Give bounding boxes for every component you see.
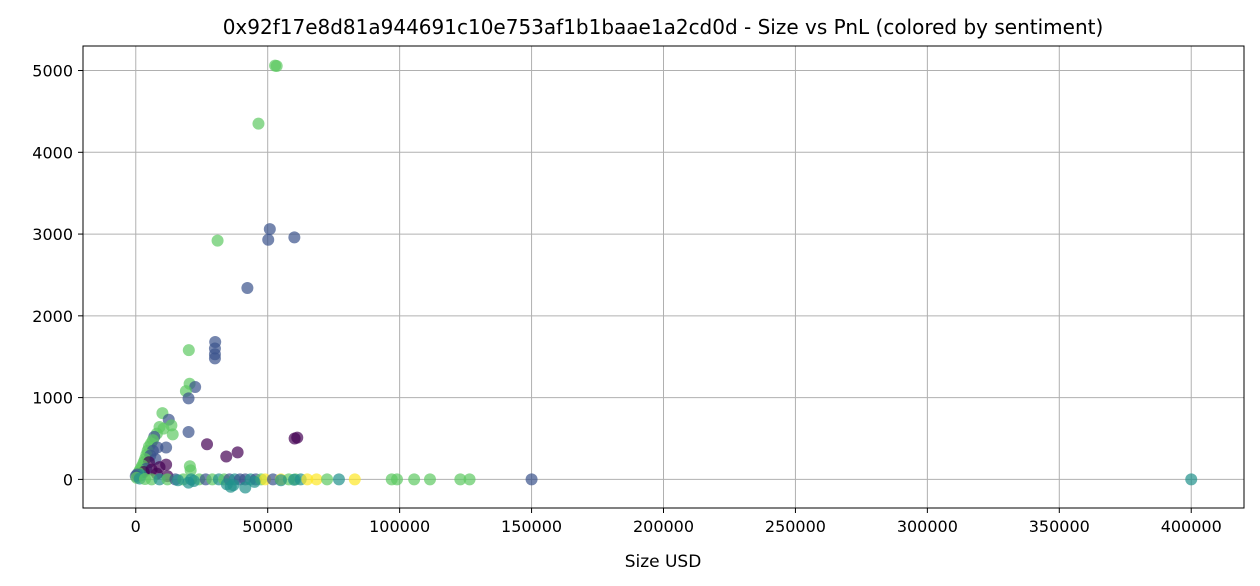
scatter-point	[231, 446, 244, 459]
scatter-point	[321, 473, 334, 486]
scatter-point	[1185, 473, 1198, 486]
scatter-point	[241, 282, 254, 295]
scatter-point	[220, 450, 233, 463]
scatter-point	[171, 474, 184, 487]
scatter-point	[189, 380, 202, 393]
scatter-point	[211, 234, 224, 247]
scatter-point	[348, 473, 361, 486]
chart-title: 0x92f17e8d81a944691c10e753af1b1baae1a2cd…	[223, 15, 1104, 39]
x-tick-label: 50000	[242, 517, 293, 536]
x-tick-label: 400000	[1161, 517, 1222, 536]
grid	[83, 46, 1244, 508]
scatter-point	[252, 117, 265, 130]
y-tick-label: 5000	[32, 62, 73, 81]
scatter-point	[182, 344, 195, 357]
scatter-point	[408, 473, 421, 486]
x-tick-label: 100000	[369, 517, 430, 536]
scatter-point	[332, 473, 345, 486]
scatter-point	[423, 473, 436, 486]
scatter-point	[182, 392, 195, 405]
scatter-point	[390, 473, 403, 486]
y-tick-label: 2000	[32, 307, 73, 326]
y-tick-label: 0	[63, 470, 73, 489]
scatter-point	[270, 60, 283, 73]
scatter-point	[454, 473, 467, 486]
scatter-point	[208, 352, 221, 365]
x-tick-label: 150000	[501, 517, 562, 536]
axis-ticks: 0 50000 100000 150000 200000 250000 300000 3500…	[32, 62, 1221, 536]
scatter-point	[182, 425, 195, 438]
scatter-point	[310, 473, 323, 486]
scatter-point	[184, 464, 197, 477]
scatter-point	[160, 441, 173, 454]
scatter-point	[166, 428, 179, 441]
y-tick-label: 1000	[32, 389, 73, 408]
scatter-point	[263, 223, 276, 236]
scatter-point	[201, 438, 214, 451]
scatter-point	[463, 473, 476, 486]
x-tick-label: 250000	[765, 517, 826, 536]
scatter-point	[262, 233, 275, 246]
scatter-point	[248, 475, 261, 488]
scatter-point	[525, 473, 538, 486]
scatter-point	[187, 475, 200, 488]
scatter-point	[301, 473, 314, 486]
scatter-point	[274, 474, 287, 487]
x-tick-label: 300000	[897, 517, 958, 536]
scatter-point	[239, 481, 252, 494]
x-tick-label: 0	[131, 517, 141, 536]
scatter-point	[227, 479, 240, 492]
scatter-point	[288, 473, 301, 486]
y-tick-label: 3000	[32, 225, 73, 244]
x-tick-label: 350000	[1029, 517, 1090, 536]
scatter-point	[291, 431, 304, 444]
scatter-points	[129, 59, 1198, 494]
x-tick-label: 200000	[633, 517, 694, 536]
x-axis-label: Size USD	[625, 552, 702, 572]
scatter-point	[288, 231, 301, 244]
y-tick-label: 4000	[32, 143, 73, 162]
